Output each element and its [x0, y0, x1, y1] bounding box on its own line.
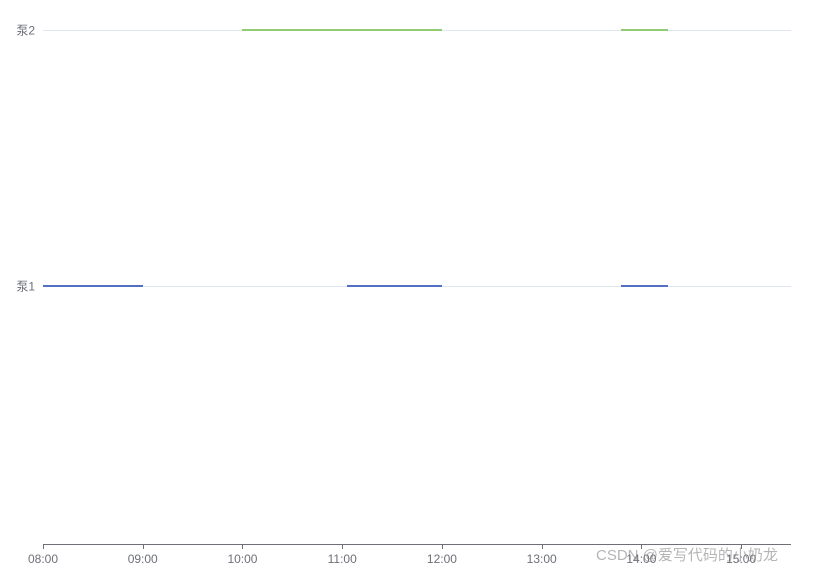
series-segment — [347, 285, 442, 287]
y-axis-label: 泵2 — [16, 22, 35, 39]
x-axis-label: 10:00 — [227, 552, 257, 566]
x-tick — [641, 544, 642, 549]
series-segment — [43, 285, 143, 287]
series-segment — [621, 29, 668, 31]
x-axis-label: 13:00 — [527, 552, 557, 566]
x-axis-label: 15:00 — [726, 552, 756, 566]
series-segment — [621, 285, 668, 287]
x-axis-label: 11:00 — [328, 552, 357, 566]
x-tick — [242, 544, 243, 549]
y-axis-label: 泵1 — [16, 278, 35, 295]
x-axis-label: 12:00 — [427, 552, 457, 566]
x-tick — [542, 544, 543, 549]
series-segment — [242, 29, 441, 31]
x-tick — [741, 544, 742, 549]
x-axis-label: 08:00 — [28, 552, 58, 566]
x-axis-label: 09:00 — [128, 552, 158, 566]
x-axis — [43, 544, 791, 545]
x-tick — [342, 544, 343, 549]
x-tick — [43, 544, 44, 549]
x-tick — [143, 544, 144, 549]
timeline-chart: 泵1 泵2 08:00 09:00 10:00 11:00 12:00 13:00 14:00 1… — [0, 0, 827, 576]
x-tick — [442, 544, 443, 549]
x-axis-label: 14:00 — [626, 552, 656, 566]
